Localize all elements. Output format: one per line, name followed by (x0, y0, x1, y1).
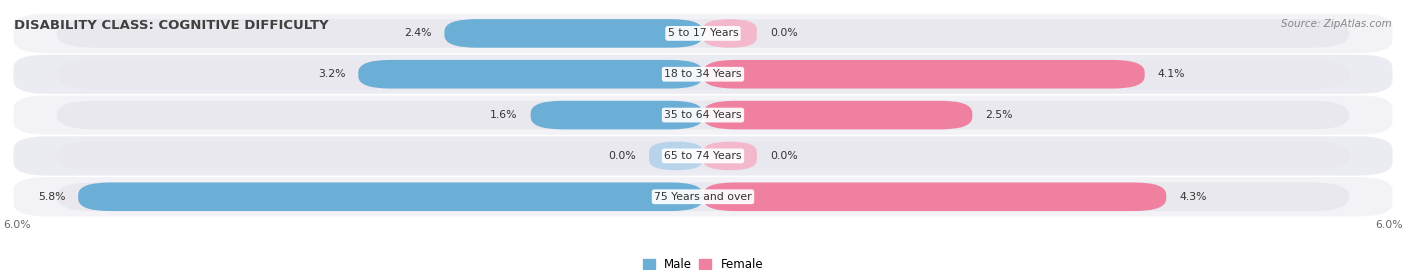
Text: 75 Years and over: 75 Years and over (654, 192, 752, 202)
FancyBboxPatch shape (14, 177, 1392, 216)
Text: Source: ZipAtlas.com: Source: ZipAtlas.com (1281, 19, 1392, 29)
Text: 2.5%: 2.5% (986, 110, 1012, 120)
FancyBboxPatch shape (14, 14, 1392, 53)
FancyBboxPatch shape (444, 19, 703, 48)
FancyBboxPatch shape (14, 96, 1392, 135)
Text: 1.6%: 1.6% (491, 110, 517, 120)
FancyBboxPatch shape (703, 183, 1166, 211)
FancyBboxPatch shape (14, 55, 1392, 94)
FancyBboxPatch shape (359, 60, 703, 89)
Text: 6.0%: 6.0% (1375, 220, 1403, 230)
FancyBboxPatch shape (79, 183, 703, 211)
Text: 0.0%: 0.0% (770, 28, 797, 38)
FancyBboxPatch shape (703, 142, 756, 170)
Text: 3.2%: 3.2% (318, 69, 346, 79)
FancyBboxPatch shape (56, 60, 1350, 89)
Text: 0.0%: 0.0% (609, 151, 636, 161)
FancyBboxPatch shape (703, 60, 1144, 89)
FancyBboxPatch shape (56, 101, 1350, 129)
FancyBboxPatch shape (56, 19, 1350, 48)
Text: 4.1%: 4.1% (1157, 69, 1185, 79)
Text: 5 to 17 Years: 5 to 17 Years (668, 28, 738, 38)
FancyBboxPatch shape (703, 101, 973, 129)
Legend: Male, Female: Male, Female (643, 258, 763, 270)
Text: 35 to 64 Years: 35 to 64 Years (664, 110, 742, 120)
Text: 2.4%: 2.4% (404, 28, 432, 38)
Text: 6.0%: 6.0% (3, 220, 31, 230)
Text: 4.3%: 4.3% (1180, 192, 1206, 202)
Text: 0.0%: 0.0% (770, 151, 797, 161)
Text: 18 to 34 Years: 18 to 34 Years (664, 69, 742, 79)
Text: 5.8%: 5.8% (38, 192, 65, 202)
FancyBboxPatch shape (530, 101, 703, 129)
FancyBboxPatch shape (650, 142, 703, 170)
Text: DISABILITY CLASS: COGNITIVE DIFFICULTY: DISABILITY CLASS: COGNITIVE DIFFICULTY (14, 19, 329, 32)
FancyBboxPatch shape (56, 183, 1350, 211)
FancyBboxPatch shape (703, 19, 756, 48)
FancyBboxPatch shape (14, 136, 1392, 176)
FancyBboxPatch shape (56, 142, 1350, 170)
Text: 65 to 74 Years: 65 to 74 Years (664, 151, 742, 161)
